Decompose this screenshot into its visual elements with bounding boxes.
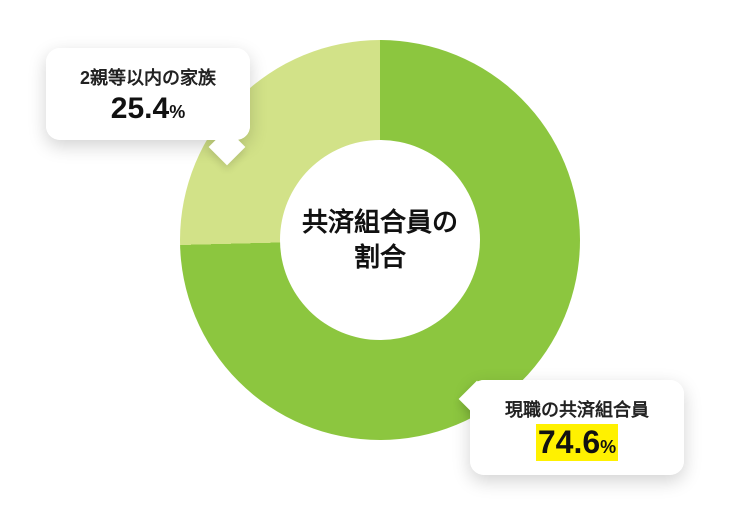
callout-current-value-row: 74.6%: [492, 424, 662, 461]
callout-family-unit: %: [169, 102, 185, 122]
callout-family: 2親等以内の家族 25.4%: [46, 48, 250, 140]
callout-current-value: 74.6: [538, 424, 600, 460]
center-title-line1: 共済組合員の: [302, 207, 458, 237]
callout-current: 現職の共済組合員 74.6%: [470, 380, 684, 475]
callout-family-value: 25.4: [111, 92, 169, 125]
callout-current-highlight: 74.6%: [536, 424, 618, 461]
center-title: 共済組合員の 割合: [302, 205, 458, 275]
callout-family-label: 2親等以内の家族: [68, 64, 228, 90]
center-title-line2: 割合: [354, 242, 406, 272]
donut-hole: 共済組合員の 割合: [280, 140, 480, 340]
callout-current-unit: %: [600, 437, 616, 457]
callout-family-value-row: 25.4%: [68, 92, 228, 126]
callout-current-label: 現職の共済組合員: [492, 396, 662, 422]
